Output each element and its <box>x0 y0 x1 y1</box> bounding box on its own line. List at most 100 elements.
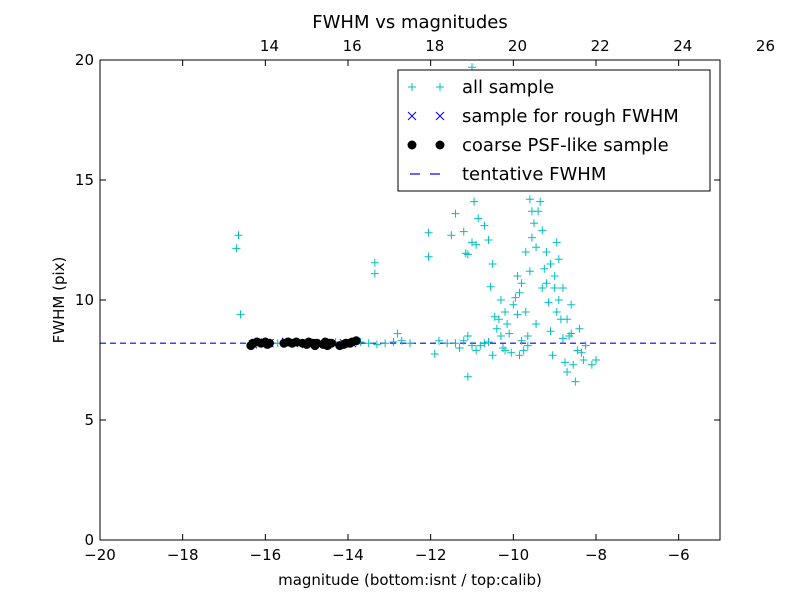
sample-point <box>443 339 452 348</box>
sample-point <box>563 368 572 376</box>
top-tick-label: 20 <box>508 37 527 55</box>
sample-point <box>381 339 390 348</box>
series-coarse-psf-like-sample <box>246 336 361 351</box>
x-tick-label: −12 <box>415 546 447 564</box>
y-tick-label: 20 <box>75 51 94 69</box>
sample-point <box>503 320 512 328</box>
sample-point <box>538 226 547 235</box>
sample-point <box>515 288 524 297</box>
sample-point <box>563 315 572 324</box>
sample-point <box>468 238 476 247</box>
sample-point <box>472 346 481 355</box>
sample-point <box>530 219 538 228</box>
y-tick-label: 5 <box>84 411 94 429</box>
sample-point <box>509 300 518 309</box>
sample-point <box>370 269 379 278</box>
sample-point <box>573 346 582 355</box>
x-axis-title: magnitude (bottom:isnt / top:calib) <box>278 571 542 589</box>
sample-point <box>486 282 495 291</box>
legend-x-icon <box>435 111 445 121</box>
sample-point <box>505 329 514 338</box>
sample-point <box>544 298 553 307</box>
x-tick-label: −16 <box>250 546 282 564</box>
sample-point <box>472 240 481 249</box>
sample-point <box>501 308 510 316</box>
sample-point <box>496 296 505 304</box>
sample-point <box>532 243 541 252</box>
sample-point <box>232 244 241 253</box>
sample-point <box>501 346 510 355</box>
sample-point <box>490 312 499 321</box>
sample-point <box>496 332 505 340</box>
sample-point <box>581 341 590 350</box>
psf-like-point <box>351 336 361 346</box>
sample-point <box>546 260 555 268</box>
sample-point <box>463 372 472 381</box>
legend-dot-icon <box>407 140 417 150</box>
sample-point <box>476 341 485 350</box>
x-tick-label: −20 <box>84 546 116 564</box>
legend-icons <box>407 83 445 175</box>
legend-plus-icon <box>436 83 444 91</box>
sample-point <box>488 351 497 360</box>
sample-point <box>364 339 373 348</box>
top-tick-label: 22 <box>591 37 610 55</box>
sample-point <box>461 249 470 258</box>
top-tick-label: 24 <box>673 37 692 55</box>
sample-point <box>406 339 414 348</box>
sample-point <box>507 348 516 357</box>
sample-point <box>519 346 528 355</box>
sample-point <box>484 236 493 244</box>
sample-point <box>525 195 534 204</box>
sample-point <box>577 348 586 357</box>
sample-point <box>480 221 489 230</box>
chart-title: FWHM vs magnitudes <box>312 12 507 33</box>
sample-point <box>372 340 381 349</box>
legend: all sample sample for rough FWHM coarse … <box>397 69 711 192</box>
psf-like-point <box>326 338 336 348</box>
sample-point <box>463 250 472 259</box>
sample-point <box>561 358 569 367</box>
sample-point <box>538 284 547 292</box>
sample-point <box>434 336 443 345</box>
sample-point <box>451 209 460 218</box>
x-tick-label: −6 <box>668 546 690 564</box>
sample-point <box>540 264 549 273</box>
sample-point <box>527 233 536 242</box>
legend-label-rough-fwhm: sample for rough FWHM <box>462 106 679 127</box>
legend-dot-icon <box>435 140 445 150</box>
sample-point <box>532 320 541 328</box>
sample-point <box>459 336 468 345</box>
sample-point <box>515 351 524 360</box>
sample-point <box>558 334 567 343</box>
sample-point <box>430 350 439 358</box>
sample-point <box>554 255 563 264</box>
sample-point <box>523 341 532 350</box>
sample-point <box>521 308 530 316</box>
sample-point <box>234 231 243 240</box>
sample-point <box>554 296 563 304</box>
sample-point <box>484 338 493 346</box>
plot-area <box>100 63 720 386</box>
data-marks <box>100 63 720 386</box>
sample-point <box>389 338 398 346</box>
sample-point <box>569 360 578 369</box>
legend-label-tentative-fwhm: tentative FWHM <box>462 164 606 185</box>
psf-like-point <box>264 338 274 348</box>
sample-point <box>523 332 532 340</box>
sample-point <box>451 339 460 348</box>
sample-point <box>370 258 379 267</box>
sample-point <box>511 293 520 302</box>
sample-point <box>546 327 555 336</box>
sample-point <box>474 214 483 223</box>
legend-box <box>397 69 711 192</box>
sample-point <box>567 300 576 309</box>
top-tick-label: 26 <box>756 37 775 55</box>
sample-point <box>592 356 600 364</box>
sample-point <box>463 332 472 340</box>
sample-point <box>480 339 489 348</box>
x-tick-label: −18 <box>167 546 199 564</box>
sample-point <box>397 336 406 345</box>
sample-point <box>567 329 576 338</box>
